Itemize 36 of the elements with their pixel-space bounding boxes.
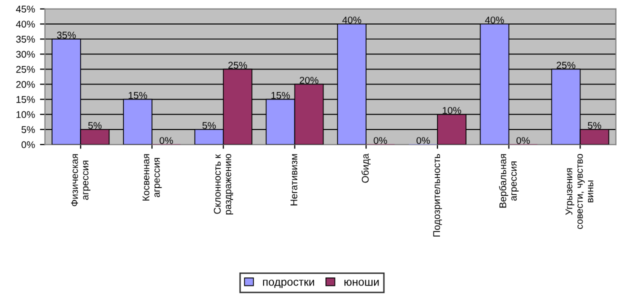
data-label: 40%: [342, 16, 362, 24]
x-tick-label: Склонность к раздражению: [214, 154, 234, 214]
data-label: 5%: [588, 122, 602, 129]
data-label: 0%: [516, 137, 530, 144]
x-tick-label: Физическая агрессия: [71, 154, 90, 206]
y-tick-label: 10%: [16, 111, 35, 118]
data-label: 5%: [202, 122, 216, 129]
x-tick-label: Подозрительность: [433, 154, 442, 237]
legend-label: подростки: [263, 280, 314, 288]
data-label: 0%: [160, 137, 173, 144]
data-label: 0%: [374, 137, 388, 144]
data-label: 35%: [56, 32, 76, 39]
y-tick-label: 20%: [16, 81, 35, 88]
x-tick-label: Угрызения совести, чувство вины: [566, 154, 594, 229]
x-tick-label: Косвенная агрессия: [142, 154, 162, 201]
y-tick-label: 25%: [16, 66, 35, 73]
legend-label: юноши: [344, 280, 379, 286]
y-tick-label: 15%: [16, 96, 35, 103]
y-tick-label: 40%: [16, 20, 35, 28]
x-tick-label: Обида: [361, 154, 371, 183]
y-tick-label: 35%: [16, 36, 35, 43]
y-tick-label: 0%: [22, 141, 35, 148]
y-tick-label: 45%: [16, 6, 35, 13]
data-label: 20%: [300, 76, 318, 84]
data-label: 15%: [128, 92, 148, 99]
data-label: 25%: [556, 62, 576, 69]
data-label: 40%: [485, 16, 504, 24]
y-tick-label: 30%: [16, 50, 35, 58]
y-tick-label: 5%: [22, 126, 35, 134]
data-label: 25%: [228, 62, 248, 69]
data-label: 5%: [88, 122, 102, 129]
data-label: 10%: [442, 106, 462, 114]
data-label: 0%: [416, 137, 430, 144]
x-tick-label: Вербальная агрессия: [499, 154, 519, 208]
data-label: 15%: [271, 92, 290, 99]
x-tick-label: Негативизм: [290, 154, 298, 206]
